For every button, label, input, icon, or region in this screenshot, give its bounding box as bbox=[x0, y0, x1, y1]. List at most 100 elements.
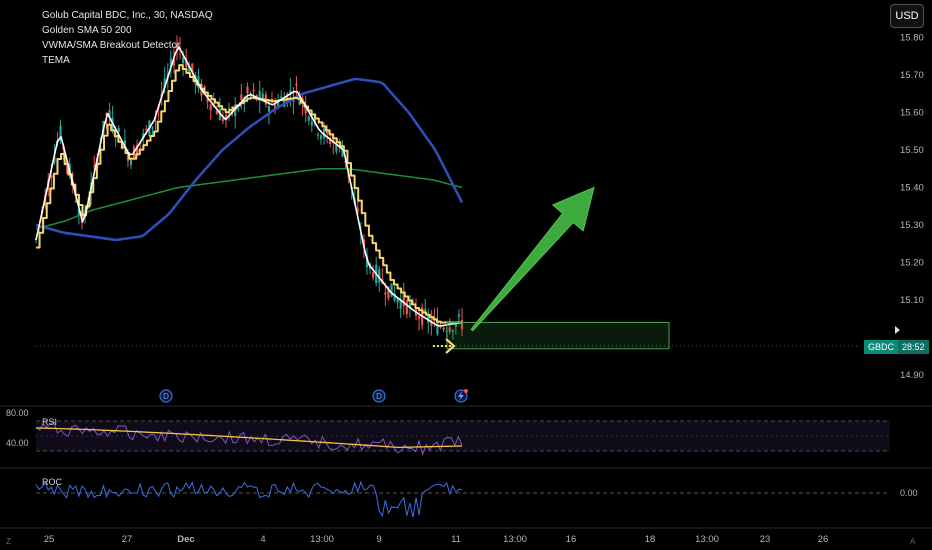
candle-body bbox=[448, 327, 451, 332]
candle-body bbox=[387, 286, 390, 299]
rsi-level-label: 80.00 bbox=[6, 408, 29, 418]
rsi-ma-line bbox=[35, 427, 463, 449]
x-tick-label: 27 bbox=[122, 534, 133, 545]
candle-body bbox=[326, 129, 329, 134]
rsi-label: RSI bbox=[42, 417, 58, 427]
x-tick-label: 13:00 bbox=[310, 534, 334, 545]
candle-body bbox=[227, 107, 231, 109]
candle-body bbox=[209, 104, 212, 111]
price-scale-marker bbox=[895, 326, 900, 334]
candle-body bbox=[246, 86, 249, 94]
candle-body bbox=[393, 294, 396, 301]
dividend-marker bbox=[372, 389, 386, 403]
candle-body bbox=[335, 144, 338, 152]
candle-body bbox=[172, 59, 176, 66]
roc-label: ROC bbox=[42, 477, 62, 487]
candle-body bbox=[145, 128, 148, 131]
y-tick-label: 15.70 bbox=[900, 70, 924, 81]
candle-body bbox=[424, 308, 427, 312]
candle-body bbox=[169, 58, 172, 67]
candle-body bbox=[378, 269, 381, 283]
legend-indicator-sma[interactable]: Golden SMA 50 200 bbox=[42, 25, 132, 36]
candle-body bbox=[65, 161, 68, 163]
timezone-toggle[interactable]: Z bbox=[6, 537, 11, 546]
x-tick-label: 25 bbox=[44, 534, 55, 545]
candle-body bbox=[319, 135, 323, 140]
y-tick-label: 15.40 bbox=[900, 183, 924, 194]
candle-body bbox=[439, 326, 442, 328]
candle-body bbox=[460, 320, 464, 330]
y-tick-label: 15.80 bbox=[900, 33, 924, 44]
signal-chevron bbox=[445, 338, 456, 354]
price-badge-symbol: GBDC bbox=[864, 340, 899, 354]
candle-body bbox=[191, 63, 194, 72]
dividend-marker-label: D bbox=[376, 392, 382, 401]
currency-button[interactable]: USD bbox=[890, 4, 924, 28]
candle-body bbox=[454, 323, 457, 327]
candle-body bbox=[289, 90, 292, 96]
candle-body bbox=[197, 76, 200, 88]
candle-body bbox=[129, 159, 133, 166]
candle-body bbox=[123, 140, 126, 146]
y-tick-label: 14.90 bbox=[900, 370, 924, 381]
candle-body bbox=[399, 298, 402, 310]
candle-body bbox=[417, 316, 421, 319]
candle-body bbox=[249, 93, 252, 95]
x-tick-label: Dec bbox=[177, 534, 194, 545]
target-zone bbox=[446, 322, 670, 350]
rsi-line bbox=[35, 421, 463, 456]
legend-title: Golub Capital BDC, Inc., 30, NASDAQ bbox=[42, 10, 213, 21]
candle-body bbox=[316, 134, 320, 136]
x-tick-label: 18 bbox=[645, 534, 656, 545]
candle-body bbox=[402, 294, 405, 307]
candle-body bbox=[188, 65, 191, 72]
roc-level-label: 0.00 bbox=[900, 488, 918, 498]
candle-body bbox=[221, 116, 225, 122]
dividend-marker bbox=[159, 389, 173, 403]
bullish-arrow bbox=[470, 186, 595, 332]
candle-body bbox=[307, 116, 310, 121]
candle-body bbox=[322, 128, 326, 139]
chart-legend: Golub Capital BDC, Inc., 30, NASDAQ Gold… bbox=[42, 8, 213, 68]
legend-indicator-tema[interactable]: TEMA bbox=[42, 55, 70, 66]
candle-body bbox=[304, 104, 307, 114]
candle-body bbox=[273, 104, 277, 110]
x-tick-label: 4 bbox=[260, 534, 265, 545]
candle-body bbox=[206, 97, 209, 103]
candle-body bbox=[396, 298, 399, 303]
candle-body bbox=[329, 140, 332, 145]
x-tick-label: 11 bbox=[451, 534, 461, 545]
vwma-line bbox=[36, 64, 462, 324]
candle-body bbox=[215, 110, 218, 115]
legend-indicator-vwma[interactable]: VWMA/SMA Breakout Detector bbox=[42, 40, 181, 51]
auto-scale-toggle[interactable]: A bbox=[910, 537, 916, 546]
candle-body bbox=[142, 133, 145, 139]
candle-body bbox=[258, 90, 261, 102]
candle-body bbox=[280, 96, 283, 98]
candle-body bbox=[240, 94, 243, 101]
roc-line bbox=[35, 480, 463, 518]
candle-body bbox=[175, 45, 179, 51]
y-tick-label: 15.10 bbox=[900, 295, 924, 306]
candle-body bbox=[277, 101, 280, 107]
candle-body bbox=[185, 57, 188, 68]
candle-body bbox=[237, 108, 240, 110]
candle-body bbox=[151, 126, 154, 129]
candle-body bbox=[442, 328, 445, 331]
candle-body bbox=[436, 320, 439, 335]
candle-body bbox=[310, 121, 313, 126]
candle-body bbox=[430, 320, 433, 326]
candle-body bbox=[252, 89, 255, 92]
candle-body bbox=[59, 125, 62, 141]
candle-body bbox=[50, 175, 53, 179]
candle-body bbox=[384, 292, 387, 295]
candle-body bbox=[74, 200, 77, 203]
y-tick-label: 15.60 bbox=[900, 108, 924, 119]
candle-body bbox=[457, 314, 461, 317]
candle-body bbox=[93, 165, 96, 167]
candle-body bbox=[234, 104, 237, 116]
grid bbox=[0, 345, 932, 529]
rsi-pane bbox=[35, 420, 890, 456]
